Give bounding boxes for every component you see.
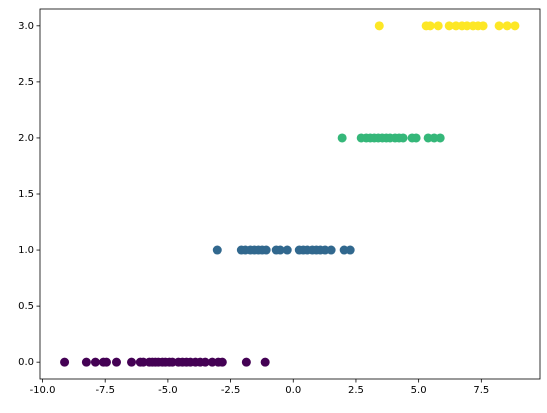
x-tick-label: 2.5: [348, 385, 364, 396]
point: [337, 133, 347, 143]
point: [282, 245, 292, 255]
point: [111, 357, 121, 367]
x-tick-label: -10.0: [30, 385, 56, 396]
point: [200, 357, 210, 367]
point: [502, 21, 512, 31]
point: [127, 357, 137, 367]
point: [90, 357, 100, 367]
point: [101, 357, 111, 367]
point: [260, 357, 270, 367]
axes-frame: [39, 8, 541, 380]
y-tick-label: 1.0: [18, 245, 34, 256]
y-tick-label: 3.0: [18, 21, 34, 32]
y-tick-label: 0.0: [18, 357, 34, 368]
x-tick-label: 5.0: [411, 385, 427, 396]
point: [411, 133, 421, 143]
y-tick-label: 1.5: [18, 189, 34, 200]
x-tick-label: -2.5: [221, 385, 241, 396]
point: [275, 245, 285, 255]
point: [345, 245, 355, 255]
point: [60, 357, 70, 367]
x-tick-label: -5.0: [158, 385, 178, 396]
x-tick-label: 7.5: [473, 385, 489, 396]
point: [398, 133, 408, 143]
point: [374, 21, 384, 31]
point: [326, 245, 336, 255]
point: [212, 245, 222, 255]
point: [478, 21, 488, 31]
point: [494, 21, 504, 31]
x-tick-label: 0.0: [285, 385, 301, 396]
point: [261, 245, 271, 255]
point: [435, 133, 445, 143]
x-tick-label: -7.5: [95, 385, 115, 396]
point: [510, 21, 520, 31]
point: [241, 357, 251, 367]
y-tick-label: 2.0: [18, 133, 34, 144]
y-tick-label: 0.5: [18, 301, 34, 312]
y-tick-label: 2.5: [18, 77, 34, 88]
point: [444, 21, 454, 31]
point: [81, 357, 91, 367]
point: [425, 21, 435, 31]
point: [433, 21, 443, 31]
point: [217, 357, 227, 367]
